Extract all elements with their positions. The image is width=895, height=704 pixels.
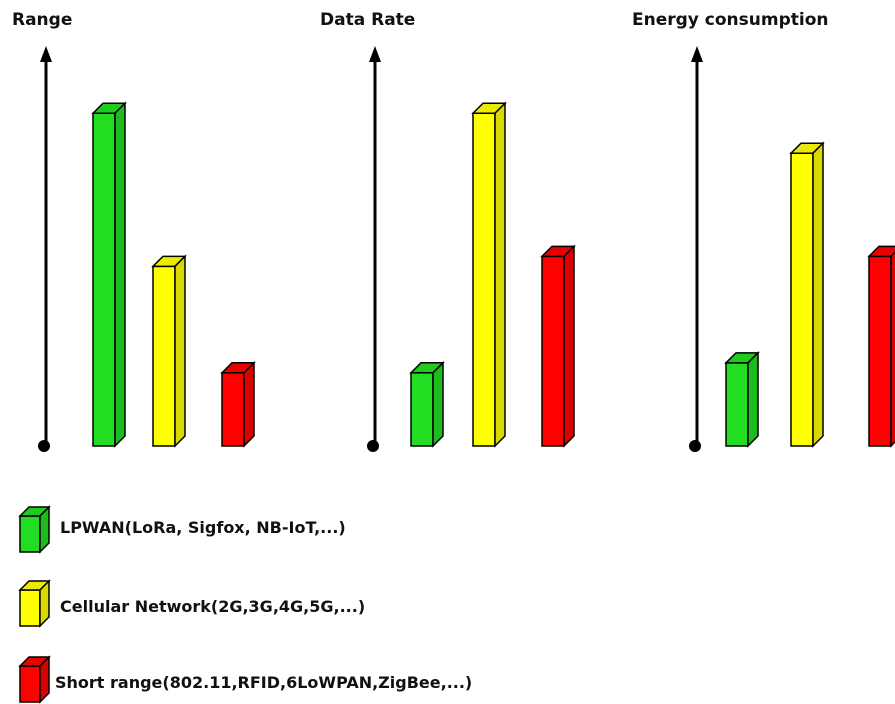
yellow-cube-icon bbox=[18, 579, 51, 628]
axis-origin-dot bbox=[689, 440, 701, 452]
chart-title-data-rate: Data Rate bbox=[320, 10, 416, 30]
bar-short-range bbox=[220, 360, 256, 448]
bar-cellular-network bbox=[471, 101, 507, 448]
bar-cellular-network bbox=[151, 254, 187, 448]
bar-lpwan bbox=[724, 351, 760, 448]
chart-1 bbox=[367, 46, 576, 452]
legend-label-lpwan: LPWAN(LoRa, Sigfox, NB-IoT,...) bbox=[60, 518, 346, 537]
axis-origin-dot bbox=[38, 440, 50, 452]
y-axis-arrow bbox=[40, 46, 52, 62]
chart-title-energy: Energy consumption bbox=[632, 10, 829, 30]
bar-lpwan bbox=[91, 101, 127, 448]
axis-origin-dot bbox=[367, 440, 379, 452]
red-cube-icon bbox=[18, 655, 51, 704]
y-axis-arrow bbox=[369, 46, 381, 62]
y-axis-arrow bbox=[691, 46, 703, 62]
bar-short-range bbox=[867, 245, 895, 448]
legend-label-short-range: Short range(802.11,RFID,6LoWPAN,ZigBee,.… bbox=[55, 673, 473, 692]
bar-cellular-network bbox=[789, 141, 825, 448]
chart-title-range: Range bbox=[12, 10, 73, 30]
legend-label-cellular: Cellular Network(2G,3G,4G,5G,...) bbox=[60, 597, 366, 616]
bar-short-range bbox=[540, 244, 576, 448]
green-cube-icon bbox=[18, 505, 51, 554]
bar-lpwan bbox=[409, 360, 445, 448]
chart-0 bbox=[38, 46, 256, 452]
chart-2 bbox=[689, 46, 895, 452]
